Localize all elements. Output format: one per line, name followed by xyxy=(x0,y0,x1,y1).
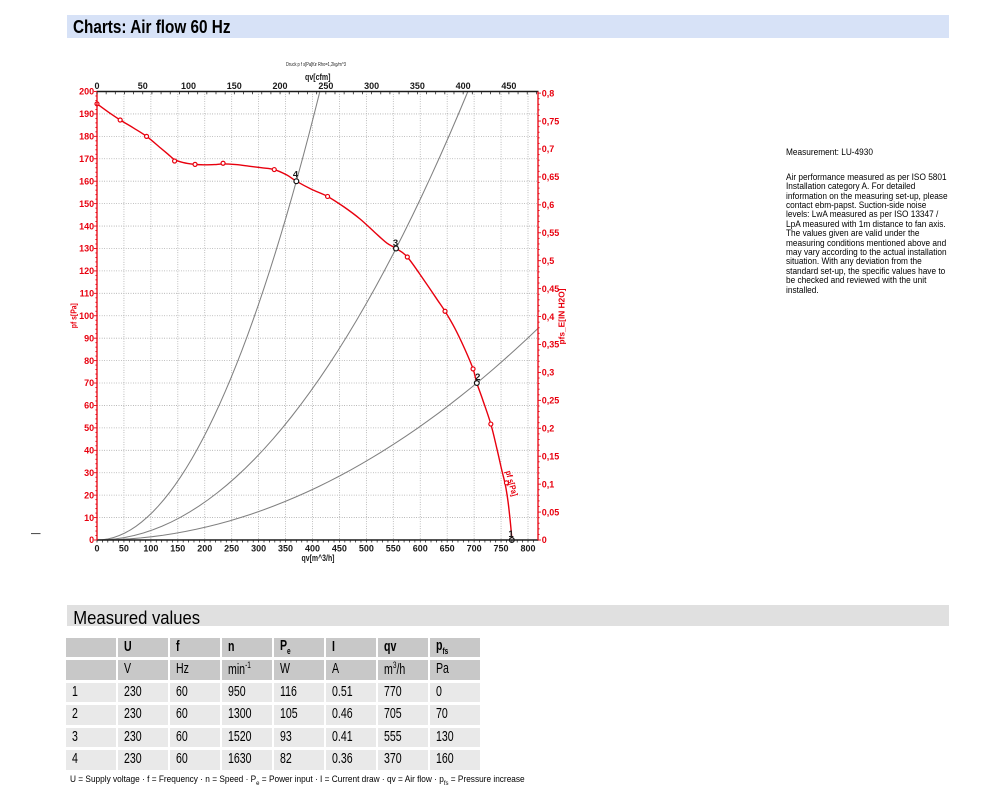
svg-text:0,8: 0,8 xyxy=(542,88,555,98)
svg-text:200: 200 xyxy=(79,87,94,97)
svg-text:250: 250 xyxy=(318,81,333,91)
svg-text:20: 20 xyxy=(84,490,94,500)
svg-text:0,15: 0,15 xyxy=(542,451,560,461)
svg-text:50: 50 xyxy=(138,81,148,91)
svg-text:10: 10 xyxy=(84,513,94,523)
svg-text:0,65: 0,65 xyxy=(542,172,560,182)
svg-text:0,3: 0,3 xyxy=(542,368,555,378)
svg-text:650: 650 xyxy=(440,543,455,553)
svg-text:150: 150 xyxy=(227,81,242,91)
svg-text:0,4: 0,4 xyxy=(542,312,555,322)
svg-text:70: 70 xyxy=(84,378,94,388)
svg-text:0,75: 0,75 xyxy=(542,116,560,126)
svg-text:150: 150 xyxy=(170,543,185,553)
svg-text:190: 190 xyxy=(79,109,94,119)
svg-text:90: 90 xyxy=(84,333,94,343)
svg-text:180: 180 xyxy=(79,132,94,142)
svg-text:550: 550 xyxy=(386,543,401,553)
svg-text:50: 50 xyxy=(119,543,129,553)
svg-text:170: 170 xyxy=(79,154,94,164)
svg-text:200: 200 xyxy=(273,81,288,91)
svg-text:80: 80 xyxy=(84,356,94,366)
svg-text:800: 800 xyxy=(520,543,535,553)
svg-text:30: 30 xyxy=(84,468,94,478)
svg-text:120: 120 xyxy=(79,266,94,276)
svg-text:250: 250 xyxy=(224,543,239,553)
svg-text:600: 600 xyxy=(413,543,428,553)
svg-text:40: 40 xyxy=(84,446,94,456)
svg-text:100: 100 xyxy=(181,81,196,91)
svg-text:110: 110 xyxy=(80,289,95,299)
svg-text:60: 60 xyxy=(84,401,94,411)
svg-text:500: 500 xyxy=(359,543,374,553)
svg-text:0,45: 0,45 xyxy=(542,284,560,294)
svg-text:0,5: 0,5 xyxy=(542,256,555,266)
svg-text:0: 0 xyxy=(542,535,547,545)
svg-text:0,6: 0,6 xyxy=(542,200,555,210)
svg-text:50: 50 xyxy=(84,423,94,433)
svg-text:0: 0 xyxy=(94,543,99,553)
svg-text:0,55: 0,55 xyxy=(542,228,560,238)
svg-text:700: 700 xyxy=(467,543,482,553)
svg-text:4: 4 xyxy=(293,169,299,180)
svg-text:750: 750 xyxy=(494,543,509,553)
svg-text:Druck p f s[Pa]für Rho=1,2kg/m: Druck p f s[Pa]für Rho=1,2kg/m^3 xyxy=(286,62,346,68)
svg-text:300: 300 xyxy=(251,543,266,553)
svg-text:2: 2 xyxy=(475,372,480,383)
svg-text:0,35: 0,35 xyxy=(542,340,560,350)
svg-text:400: 400 xyxy=(456,81,471,91)
svg-text:300: 300 xyxy=(364,81,379,91)
svg-text:3: 3 xyxy=(393,238,398,249)
svg-text:0: 0 xyxy=(94,81,99,91)
svg-text:1: 1 xyxy=(508,529,514,540)
svg-text:0,25: 0,25 xyxy=(542,396,560,406)
svg-text:350: 350 xyxy=(278,543,293,553)
svg-text:100: 100 xyxy=(143,543,158,553)
svg-text:160: 160 xyxy=(79,176,94,186)
svg-text:0,7: 0,7 xyxy=(542,144,555,154)
svg-text:0,1: 0,1 xyxy=(542,479,555,489)
svg-text:0,2: 0,2 xyxy=(542,423,555,433)
svg-text:pf s[Pa]: pf s[Pa] xyxy=(69,303,79,328)
svg-text:0,05: 0,05 xyxy=(542,507,560,517)
svg-text:qv[cfm]: qv[cfm] xyxy=(305,72,331,82)
svg-text:pfs_E[IN H2O]: pfs_E[IN H2O] xyxy=(557,288,567,344)
svg-text:150: 150 xyxy=(79,199,94,209)
svg-text:450: 450 xyxy=(501,81,516,91)
svg-text:100: 100 xyxy=(79,311,94,321)
svg-text:130: 130 xyxy=(79,244,94,254)
svg-text:400: 400 xyxy=(305,543,320,553)
svg-text:140: 140 xyxy=(79,221,94,231)
svg-text:350: 350 xyxy=(410,81,425,91)
svg-text:0: 0 xyxy=(89,535,94,545)
svg-text:200: 200 xyxy=(197,543,212,553)
svg-text:qv[m^3/h]: qv[m^3/h] xyxy=(302,553,335,563)
svg-text:450: 450 xyxy=(332,543,347,553)
